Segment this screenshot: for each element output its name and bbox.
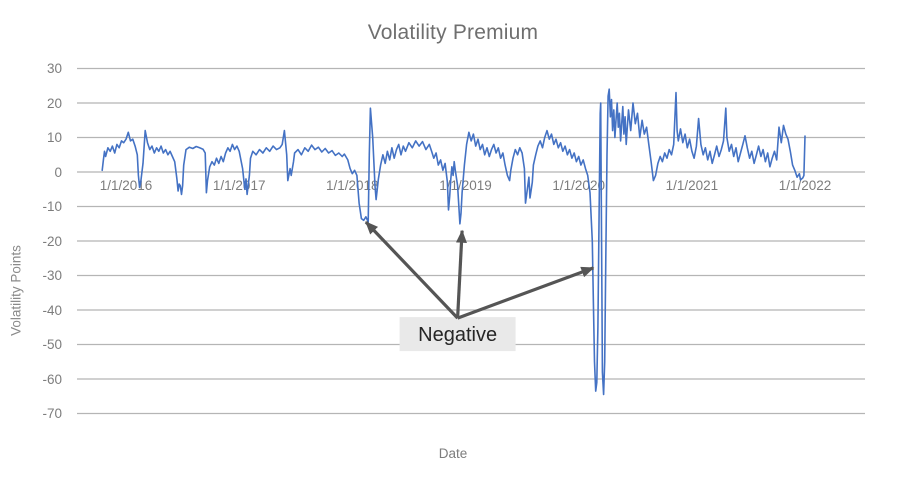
x-tick-label: 1/1/2018 xyxy=(326,178,379,193)
y-tick-label: 10 xyxy=(46,130,62,145)
y-tick-label: 20 xyxy=(46,95,62,111)
x-tick-label: 1/1/2021 xyxy=(665,178,719,193)
y-tick-label: -60 xyxy=(42,371,62,387)
y-tick-label: -50 xyxy=(42,337,62,352)
y-tick-label: 30 xyxy=(46,61,62,76)
y-tick-label: -70 xyxy=(42,406,62,421)
series-line xyxy=(101,88,806,396)
y-tick-label: -10 xyxy=(42,199,62,214)
negative-annotation xyxy=(364,220,595,352)
y-tick-label: -30 xyxy=(42,268,62,283)
x-tick-label: 1/1/2017 xyxy=(212,178,266,193)
x-tick-label: 1/1/2020 xyxy=(552,178,605,193)
y-tick-label: 0 xyxy=(54,164,62,180)
gridlines xyxy=(77,67,865,415)
x-tick-label: 1/1/2019 xyxy=(439,178,492,193)
y-tick-label: -20 xyxy=(42,233,62,249)
negative-annotation-label: Negative xyxy=(418,324,497,346)
x-axis-title: Date xyxy=(438,446,468,461)
x-tick-label: 1/1/2022 xyxy=(778,178,832,193)
chart-title: Volatility Premium xyxy=(367,21,539,44)
y-tick-label: -40 xyxy=(42,302,62,318)
